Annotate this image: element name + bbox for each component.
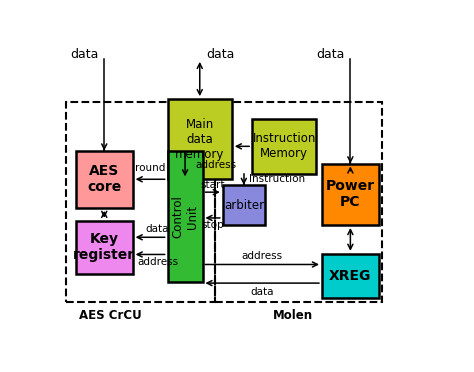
Bar [215,102,382,302]
Text: data: data [206,48,234,61]
Text: AES CrCU: AES CrCU [79,309,142,322]
Bar [76,221,133,274]
Text: data: data [70,48,98,61]
Text: data: data [146,224,169,234]
Text: Key
register: Key register [73,232,135,262]
Bar [322,164,379,225]
Text: start: start [201,180,225,190]
Bar [223,185,265,225]
Text: Molen: Molen [273,309,312,322]
Bar [322,254,379,298]
Bar [252,119,316,173]
Bar [76,151,133,208]
Bar [168,99,232,179]
Text: address: address [196,160,237,170]
Text: Main
data
memory: Main data memory [175,118,225,161]
Text: Power
PC: Power PC [326,179,375,209]
Text: AES
core: AES core [87,164,121,194]
Text: data: data [250,287,274,297]
Text: arbiter: arbiter [224,199,264,212]
Text: stop: stop [201,220,224,230]
Text: Instruction
Memory: Instruction Memory [253,132,316,160]
Bar [168,151,202,282]
Bar [66,102,215,302]
Text: data: data [316,48,344,61]
Text: address: address [137,257,178,267]
Text: round: round [135,163,165,173]
Text: Control
Unit: Control Unit [171,195,199,238]
Text: address: address [242,251,283,261]
Text: Instruction: Instruction [249,174,305,184]
Text: XREG: XREG [329,269,372,283]
